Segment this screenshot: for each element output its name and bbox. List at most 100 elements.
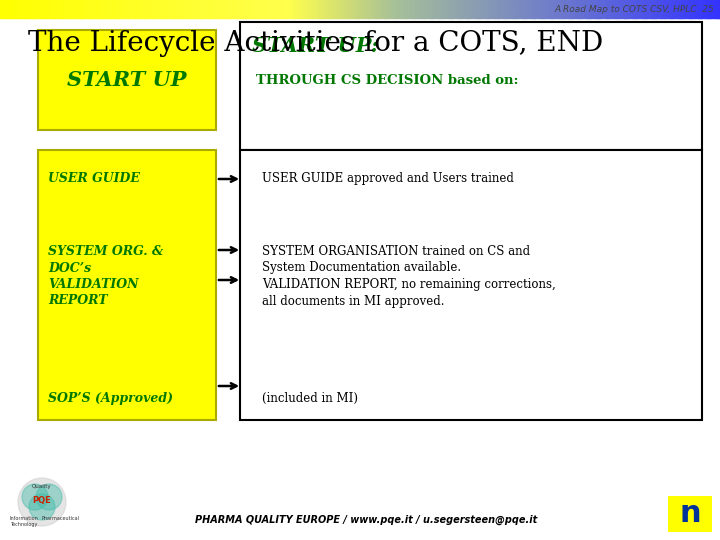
- Text: PHARMA QUALITY EUROPE / www.pqe.it / u.segersteen@pqe.it: PHARMA QUALITY EUROPE / www.pqe.it / u.s…: [195, 515, 537, 525]
- Bar: [718, 0, 720, 18]
- Bar: [478, 0, 480, 18]
- Bar: [148, 0, 150, 18]
- Bar: [577, 0, 580, 18]
- Bar: [678, 0, 681, 18]
- Bar: [639, 0, 641, 18]
- Bar: [4, 0, 6, 18]
- Text: SYSTEM ORGANISATION trained on CS and
System Documentation available.
VALIDATION: SYSTEM ORGANISATION trained on CS and Sy…: [262, 245, 556, 307]
- Bar: [588, 0, 590, 18]
- Bar: [251, 0, 253, 18]
- Bar: [491, 0, 493, 18]
- Bar: [206, 0, 208, 18]
- Bar: [539, 0, 542, 18]
- Bar: [500, 0, 502, 18]
- Bar: [45, 0, 48, 18]
- Bar: [74, 0, 76, 18]
- Bar: [90, 0, 93, 18]
- Bar: [137, 0, 140, 18]
- Bar: [63, 0, 66, 18]
- Bar: [130, 0, 132, 18]
- Bar: [395, 0, 397, 18]
- Bar: [339, 0, 341, 18]
- Bar: [117, 0, 120, 18]
- Bar: [13, 0, 15, 18]
- Bar: [166, 0, 168, 18]
- Bar: [153, 0, 156, 18]
- Bar: [670, 0, 672, 18]
- Bar: [181, 0, 183, 18]
- Bar: [267, 0, 269, 18]
- Bar: [125, 0, 127, 18]
- Bar: [321, 0, 323, 18]
- Bar: [648, 0, 650, 18]
- Bar: [366, 0, 369, 18]
- Bar: [377, 0, 379, 18]
- Bar: [631, 0, 634, 18]
- Bar: [666, 0, 668, 18]
- Bar: [122, 0, 125, 18]
- Bar: [381, 0, 383, 18]
- Bar: [709, 0, 711, 18]
- Text: PQE: PQE: [32, 496, 51, 504]
- Bar: [285, 0, 287, 18]
- Bar: [292, 0, 294, 18]
- Bar: [441, 0, 443, 18]
- Bar: [260, 0, 262, 18]
- Bar: [518, 0, 520, 18]
- Bar: [442, 0, 444, 18]
- Bar: [60, 0, 62, 18]
- Bar: [471, 0, 473, 18]
- Bar: [133, 0, 136, 18]
- Bar: [253, 0, 255, 18]
- Bar: [310, 0, 312, 18]
- Bar: [467, 0, 469, 18]
- Bar: [186, 0, 188, 18]
- Bar: [520, 0, 522, 18]
- Bar: [659, 0, 661, 18]
- Bar: [410, 0, 412, 18]
- Bar: [393, 0, 396, 18]
- Bar: [603, 0, 605, 18]
- Bar: [126, 0, 129, 18]
- Bar: [271, 0, 273, 18]
- Text: Information
Technology: Information Technology: [9, 516, 38, 527]
- Bar: [583, 0, 585, 18]
- Bar: [287, 0, 289, 18]
- Bar: [272, 0, 275, 18]
- Bar: [108, 0, 111, 18]
- Bar: [276, 0, 279, 18]
- Bar: [682, 0, 685, 18]
- Bar: [653, 0, 655, 18]
- Bar: [264, 0, 266, 18]
- Bar: [621, 0, 623, 18]
- Bar: [464, 0, 466, 18]
- Bar: [174, 0, 176, 18]
- Bar: [357, 0, 359, 18]
- Bar: [649, 0, 652, 18]
- Bar: [684, 0, 686, 18]
- Bar: [455, 0, 457, 18]
- Bar: [135, 0, 138, 18]
- Bar: [307, 0, 309, 18]
- Bar: [170, 0, 172, 18]
- Bar: [482, 0, 484, 18]
- Bar: [707, 0, 710, 18]
- Bar: [516, 0, 518, 18]
- Bar: [61, 0, 63, 18]
- Bar: [140, 0, 143, 18]
- Text: (included in MI): (included in MI): [262, 392, 358, 405]
- Bar: [713, 0, 715, 18]
- Text: THROUGH CS DECISION based on:: THROUGH CS DECISION based on:: [256, 74, 518, 87]
- Bar: [79, 0, 81, 18]
- Bar: [390, 0, 392, 18]
- Bar: [438, 0, 441, 18]
- Bar: [702, 0, 704, 18]
- Bar: [96, 0, 98, 18]
- Bar: [224, 0, 226, 18]
- Bar: [236, 0, 239, 18]
- Bar: [402, 0, 405, 18]
- Bar: [121, 0, 123, 18]
- Bar: [258, 0, 261, 18]
- Bar: [343, 0, 345, 18]
- Bar: [168, 0, 170, 18]
